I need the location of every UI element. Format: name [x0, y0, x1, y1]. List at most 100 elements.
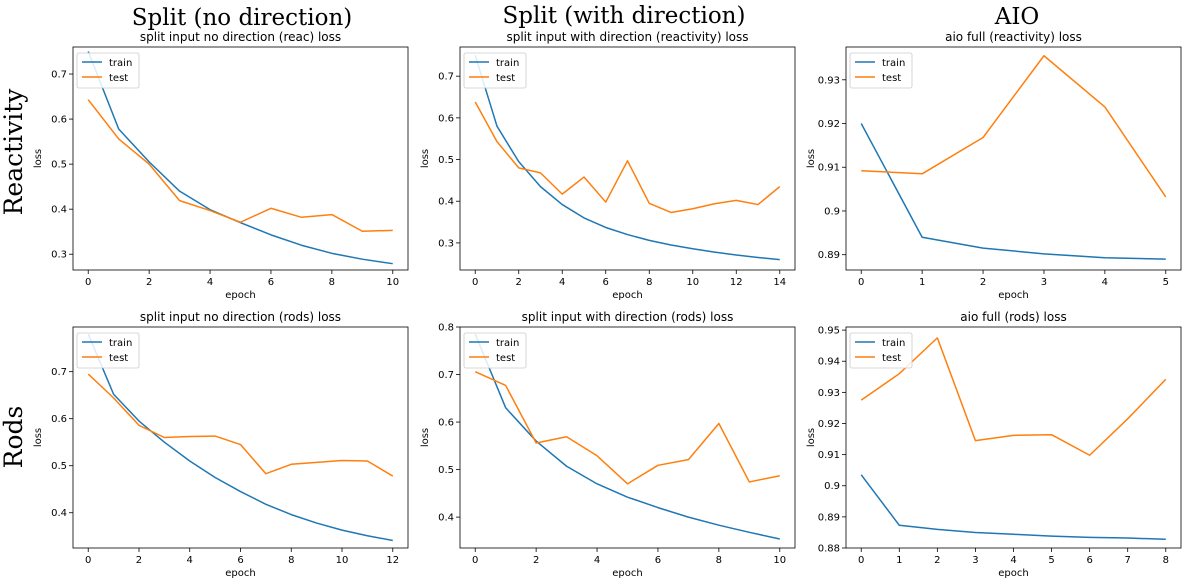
series-line-test — [861, 55, 1167, 198]
y-tick-label: 0.7 — [51, 367, 67, 378]
series-line-train — [860, 123, 1166, 260]
x-axis-label: epoch — [612, 290, 642, 301]
x-tick-label: 12 — [386, 555, 399, 566]
legend-label-test: test — [109, 353, 128, 364]
x-tick-label: 3 — [972, 555, 978, 566]
chart-title: split input with direction (reactivity) … — [506, 30, 748, 44]
x-tick-label: 0 — [85, 277, 91, 288]
series-line-train — [474, 333, 780, 540]
y-tick-label: 0.88 — [818, 544, 840, 555]
y-tick-label: 0.93 — [818, 75, 840, 86]
plot-frame — [845, 326, 1182, 549]
x-tick-label: 6 — [603, 277, 609, 288]
x-tick-label: 10 — [386, 277, 399, 288]
legend: train test — [849, 332, 913, 369]
x-tick-label: 4 — [594, 555, 600, 566]
y-axis-label: loss — [806, 149, 817, 168]
column-title-split-with-direction: Split (with direction) — [503, 3, 746, 29]
series-line-test — [474, 370, 780, 485]
y-tick-label: 0.95 — [818, 326, 840, 337]
series-line-train — [87, 333, 393, 542]
legend-label-train: train — [496, 58, 519, 69]
y-axis-label: loss — [420, 149, 431, 168]
chart-panel-5: split input with direction (rods) loss 0 2… — [420, 310, 796, 579]
x-tick-label: 2 — [136, 555, 142, 566]
y-tick-label: 0.5 — [51, 160, 67, 171]
legend-label-train: train — [882, 58, 905, 69]
x-tick-label: 4 — [207, 277, 213, 288]
x-axis-label: epoch — [612, 568, 642, 579]
plot-frame — [459, 326, 796, 549]
row-title-rods: Rods — [0, 406, 28, 469]
y-tick-label: 0.6 — [438, 418, 454, 429]
x-tick-label: 8 — [288, 555, 294, 566]
chart-panel-4: split input no direction (rods) loss 0 2 4 6… — [33, 310, 409, 579]
y-axis-label: loss — [806, 428, 817, 447]
x-tick-label: 6 — [268, 277, 274, 288]
chart-title: split input no direction (rods) loss — [140, 310, 341, 324]
chart-title: split input no direction (reac) loss — [140, 30, 341, 44]
y-tick-label: 0.7 — [438, 370, 454, 381]
x-tick-label: 0 — [858, 277, 864, 288]
x-tick-label: 0 — [858, 555, 864, 566]
legend-label-test: test — [496, 353, 515, 364]
x-tick-label: 8 — [1163, 555, 1169, 566]
chart-panel-6: aio full (rods) loss 0 1 2 3 4 5 6 7 8 0.88 0.89 0.9… — [806, 310, 1182, 579]
y-tick-label: 0.7 — [51, 70, 67, 81]
x-tick-label: 8 — [716, 555, 722, 566]
legend-label-test: test — [882, 73, 901, 84]
y-tick-label: 0.89 — [818, 250, 840, 261]
y-tick-label: 0.4 — [51, 205, 67, 216]
column-title-aio: AIO — [994, 4, 1040, 30]
x-tick-label: 5 — [1163, 277, 1169, 288]
x-tick-label: 1 — [896, 555, 902, 566]
x-tick-label: 14 — [773, 277, 786, 288]
y-tick-label: 0.4 — [438, 513, 454, 524]
y-tick-label: 0.4 — [438, 197, 454, 208]
x-tick-label: 7 — [1125, 555, 1131, 566]
x-tick-label: 2 — [533, 555, 539, 566]
series-line-test — [87, 373, 394, 477]
plot-frame — [72, 46, 409, 271]
y-tick-label: 0.7 — [438, 72, 454, 83]
x-tick-label: 8 — [329, 277, 335, 288]
chart-title: aio full (reactivity) loss — [945, 30, 1082, 44]
y-tick-label: 0.91 — [818, 163, 840, 174]
legend: train test — [463, 332, 527, 369]
legend: train test — [76, 332, 140, 369]
y-tick-label: 0.92 — [818, 419, 840, 430]
plot-frame — [845, 46, 1182, 271]
x-tick-label: 2 — [516, 277, 522, 288]
chart-panel-2: split input with direction (reactivity) … — [420, 30, 796, 301]
y-axis-label: loss — [420, 428, 431, 447]
y-tick-label: 0.94 — [818, 357, 840, 368]
y-tick-label: 0.93 — [818, 388, 840, 399]
series-line-test — [474, 101, 781, 214]
y-tick-label: 0.4 — [51, 508, 67, 519]
x-tick-label: 4 — [187, 555, 193, 566]
column-title-split-no-direction: Split (no direction) — [132, 5, 353, 31]
chart-title: split input with direction (rods) loss — [522, 310, 734, 324]
y-tick-label: 0.6 — [438, 113, 454, 124]
x-axis-label: epoch — [998, 568, 1028, 579]
y-tick-label: 0.6 — [51, 414, 67, 425]
x-tick-label: 10 — [336, 555, 349, 566]
x-axis-label: epoch — [225, 568, 255, 579]
legend: train test — [463, 52, 527, 89]
y-tick-label: 0.5 — [438, 465, 454, 476]
legend-label-train: train — [109, 338, 132, 349]
x-tick-label: 6 — [655, 555, 661, 566]
legend-label-test: test — [496, 73, 515, 84]
y-tick-label: 0.6 — [51, 115, 67, 126]
x-axis-label: epoch — [225, 290, 255, 301]
y-tick-label: 0.9 — [824, 481, 840, 492]
chart-title: aio full (rods) loss — [960, 310, 1066, 324]
x-tick-label: 2 — [934, 555, 940, 566]
series-line-train — [860, 474, 1166, 541]
legend-label-train: train — [109, 58, 132, 69]
legend-label-train: train — [496, 338, 519, 349]
x-tick-label: 12 — [730, 277, 743, 288]
y-tick-label: 0.9 — [824, 206, 840, 217]
legend-label-train: train — [882, 338, 905, 349]
x-tick-label: 4 — [1010, 555, 1016, 566]
